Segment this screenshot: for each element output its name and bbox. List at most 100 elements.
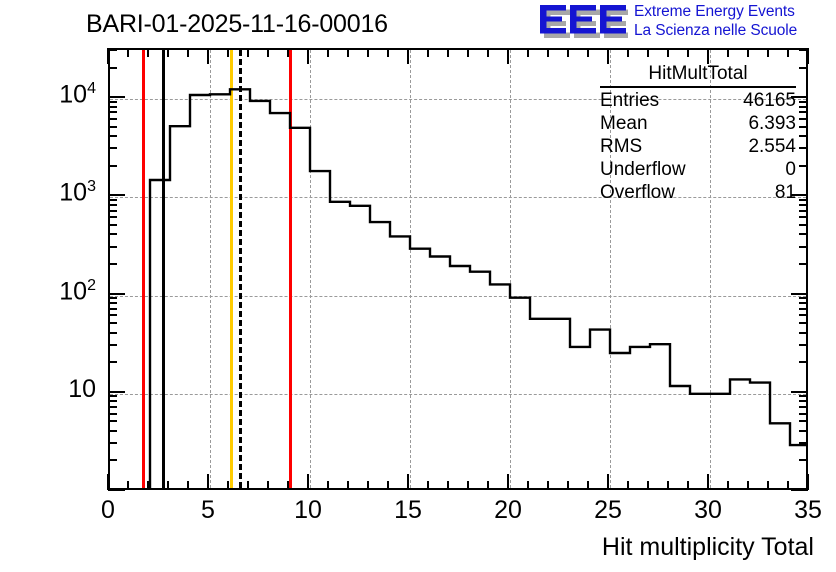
y-tick-minor — [108, 343, 117, 346]
x-tick-minor — [767, 481, 769, 490]
x-tick-minor-top — [647, 48, 649, 57]
y-tick-minor-right — [799, 442, 808, 445]
gridline-horizontal — [110, 393, 806, 395]
y-tick-minor-right — [799, 405, 808, 408]
x-tick-minor — [227, 481, 229, 490]
x-tick-minor — [647, 481, 649, 490]
y-tick-minor-right — [799, 307, 808, 310]
y-tick-minor-right — [799, 400, 808, 403]
x-tick-minor — [487, 481, 489, 490]
y-tick-minor — [108, 216, 117, 219]
y-tick-minor-right — [799, 49, 808, 52]
y-tick-minor — [108, 412, 117, 415]
x-tick-minor — [327, 481, 329, 490]
x-tick-minor-top — [247, 48, 249, 57]
x-tick-major — [107, 474, 109, 490]
x-tick-major-top — [407, 48, 409, 64]
y-tick-minor-right — [799, 459, 808, 462]
y-tick-minor-right — [799, 331, 808, 334]
y-tick-minor-right — [799, 429, 808, 432]
x-tick-minor-top — [127, 48, 129, 57]
gridline-vertical — [610, 50, 611, 488]
x-tick-minor-top — [447, 48, 449, 57]
y-tick-minor — [108, 302, 117, 305]
x-tick-minor — [147, 481, 149, 490]
y-tick-label: 102 — [59, 276, 96, 305]
eee-logo: Extreme Energy Events La Scienza nelle S… — [540, 2, 834, 42]
y-tick-major — [108, 489, 125, 491]
x-tick-minor-top — [627, 48, 629, 57]
x-tick-major-top — [107, 48, 109, 64]
x-tick-minor-top — [287, 48, 289, 57]
y-tick-minor — [108, 203, 117, 206]
y-tick-major — [108, 194, 125, 197]
x-tick-major — [207, 474, 209, 490]
x-tick-minor — [347, 481, 349, 490]
x-tick-minor — [627, 481, 629, 490]
gridline-vertical — [310, 50, 311, 488]
y-tick-minor-right — [799, 223, 808, 226]
x-tick-minor-top — [187, 48, 189, 57]
y-tick-major-right — [791, 194, 808, 197]
y-tick-minor-right — [799, 216, 808, 219]
x-tick-minor-top — [327, 48, 329, 57]
x-tick-minor-top — [667, 48, 669, 57]
x-tick-minor — [587, 481, 589, 490]
y-tick-minor-right — [799, 117, 808, 120]
x-tick-label: 0 — [101, 496, 115, 524]
x-tick-minor-top — [487, 48, 489, 57]
x-tick-major — [707, 474, 709, 490]
y-tick-minor — [108, 322, 117, 325]
eee-logo-text: Extreme Energy Events La Scienza nelle S… — [634, 2, 797, 40]
x-tick-minor — [267, 481, 269, 490]
stats-row: Entries 46165 — [600, 89, 796, 112]
eee-logo-line2: La Scienza nelle Scuole — [634, 22, 798, 39]
x-tick-minor-top — [727, 48, 729, 57]
y-tick-minor — [108, 395, 117, 398]
y-tick-minor-right — [799, 412, 808, 415]
stats-row-label: Mean — [600, 113, 648, 134]
marker-vline-4 — [288, 50, 292, 488]
x-tick-label: 15 — [394, 496, 422, 524]
x-tick-minor-top — [147, 48, 149, 57]
y-tick-minor-right — [799, 66, 808, 69]
x-tick-minor — [467, 481, 469, 490]
x-tick-minor-top — [227, 48, 229, 57]
x-tick-label: 25 — [594, 496, 622, 524]
gridline-vertical — [410, 50, 411, 488]
y-tick-minor-right — [799, 314, 808, 317]
x-tick-minor — [547, 481, 549, 490]
y-tick-minor-right — [799, 198, 808, 201]
stats-row-value: 0 — [785, 159, 796, 180]
y-tick-minor-right — [799, 395, 808, 398]
x-tick-label: 20 — [494, 496, 522, 524]
x-tick-minor — [527, 481, 529, 490]
y-tick-minor — [108, 400, 117, 403]
x-tick-minor-top — [567, 48, 569, 57]
y-tick-minor — [108, 49, 117, 52]
x-tick-major — [807, 474, 809, 490]
stats-row-value: 6.393 — [748, 113, 796, 134]
stats-row: Mean 6.393 — [600, 112, 796, 135]
y-tick-major — [108, 96, 125, 99]
stats-box: HitMultTotal Entries 46165 Mean 6.393 RMS 2.5… — [600, 62, 796, 204]
x-tick-minor — [567, 481, 569, 490]
y-tick-minor — [108, 147, 117, 150]
x-tick-minor — [727, 481, 729, 490]
x-tick-minor — [167, 481, 169, 490]
y-tick-minor — [108, 405, 117, 408]
y-tick-minor-right — [799, 297, 808, 300]
y-tick-minor — [108, 117, 117, 120]
y-tick-label: 103 — [59, 178, 96, 207]
x-tick-label: 30 — [694, 496, 722, 524]
y-tick-major-right — [791, 489, 808, 491]
gridline-horizontal — [110, 295, 806, 297]
y-tick-minor-right — [799, 147, 808, 150]
y-tick-major-right — [791, 96, 808, 99]
y-tick-minor-right — [799, 245, 808, 248]
x-tick-minor-top — [547, 48, 549, 57]
y-tick-minor — [108, 314, 117, 317]
x-tick-major-top — [507, 48, 509, 64]
eee-logo-mark-icon — [540, 5, 628, 38]
